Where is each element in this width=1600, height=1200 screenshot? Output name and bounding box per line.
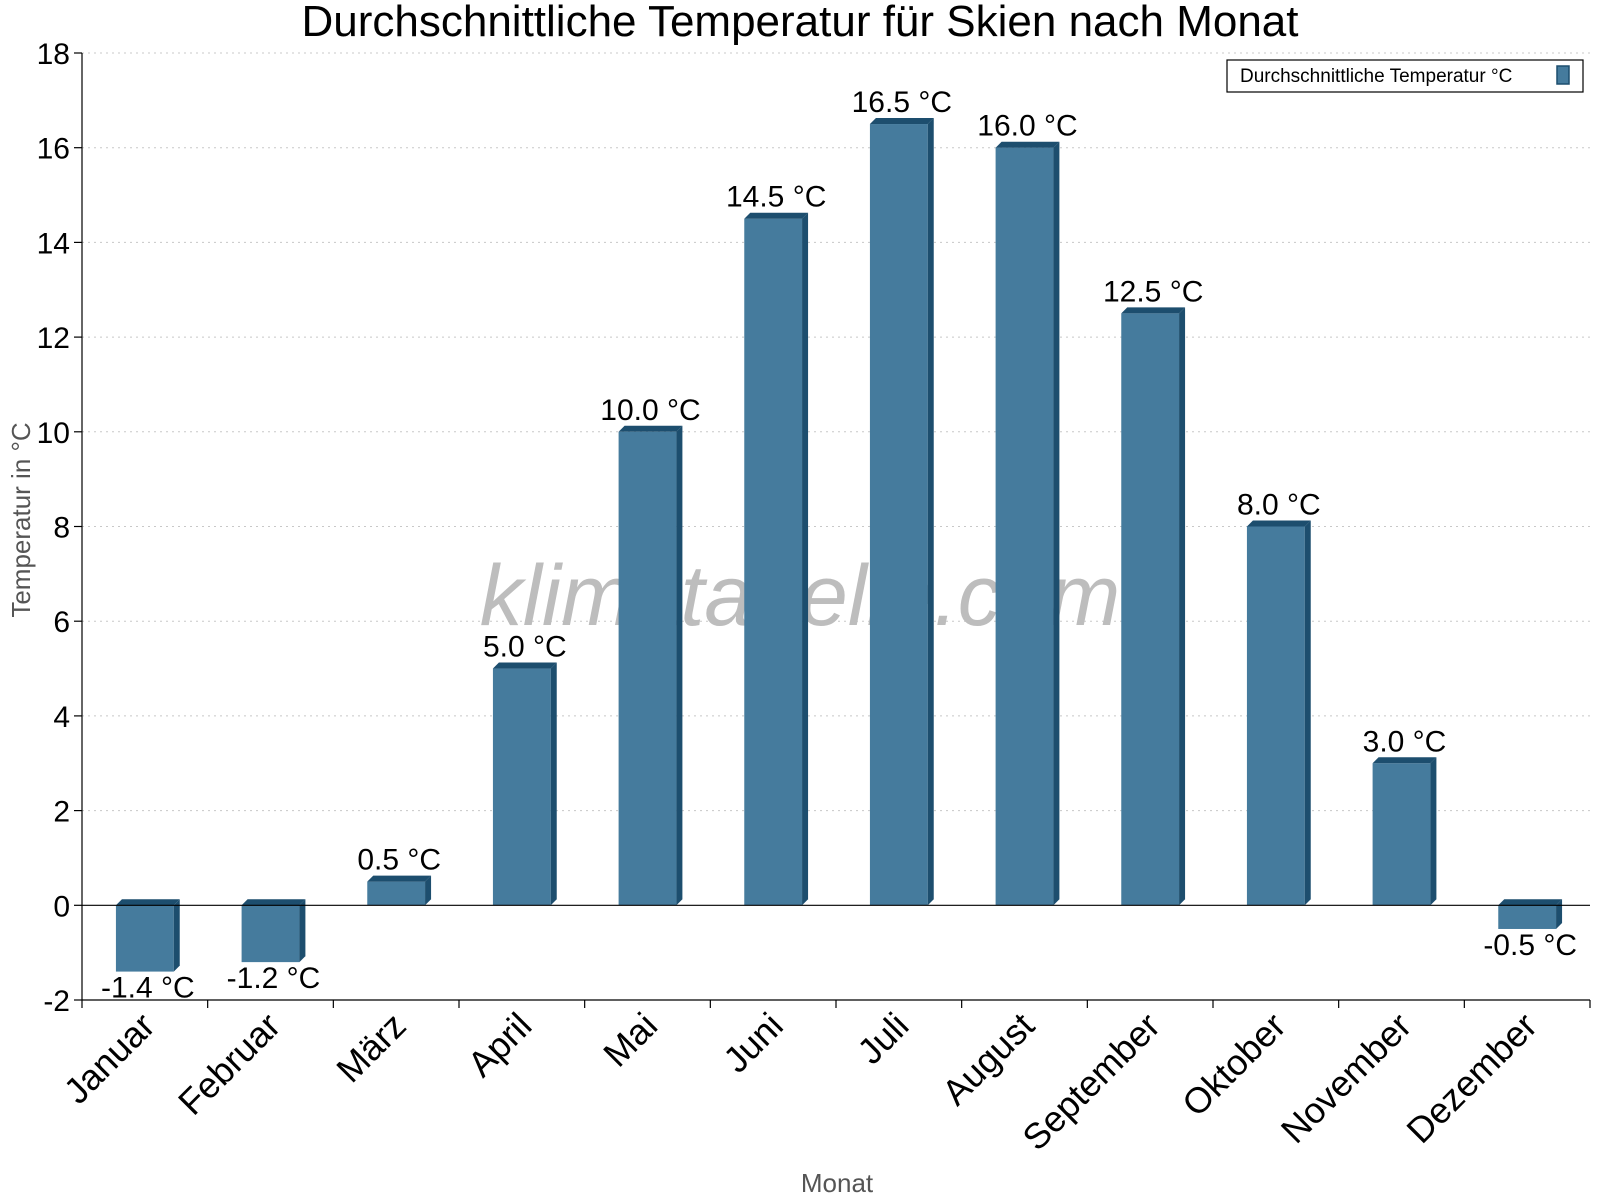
bar-top bbox=[241, 899, 306, 906]
bar-top bbox=[618, 425, 683, 432]
data-label: -1.4 °C bbox=[101, 972, 195, 1005]
data-label: 0.5 °C bbox=[357, 844, 441, 877]
x-tick-label: Oktober bbox=[1174, 1005, 1294, 1125]
data-label: -0.5 °C bbox=[1483, 929, 1577, 962]
bar-front bbox=[241, 905, 300, 963]
bar-front bbox=[1372, 763, 1431, 906]
bar-side bbox=[802, 212, 809, 906]
bar-front bbox=[1121, 313, 1180, 906]
bar-2 bbox=[241, 899, 306, 963]
bar-side bbox=[1053, 141, 1060, 906]
y-tick-label: -2 bbox=[43, 985, 70, 1018]
bar-side bbox=[550, 662, 557, 906]
bar-front bbox=[1498, 905, 1557, 929]
data-label: 8.0 °C bbox=[1237, 489, 1321, 522]
data-label: 16.0 °C bbox=[977, 110, 1077, 143]
bar-front bbox=[744, 218, 803, 906]
bar-side bbox=[425, 875, 432, 906]
y-tick-label: 2 bbox=[53, 796, 70, 829]
y-tick-label: 6 bbox=[53, 606, 70, 639]
legend-box bbox=[1226, 59, 1584, 93]
x-axis-title: Monat bbox=[801, 1168, 874, 1198]
bar-8 bbox=[995, 141, 1060, 906]
bar-top bbox=[1246, 520, 1311, 527]
data-label: 5.0 °C bbox=[483, 631, 567, 664]
bar-side bbox=[1304, 520, 1311, 906]
bar-front bbox=[995, 147, 1054, 906]
bar-10 bbox=[1246, 520, 1311, 906]
bar-12 bbox=[1498, 899, 1563, 929]
x-tick-label: August bbox=[934, 1005, 1042, 1113]
x-tick-label: September bbox=[1014, 1005, 1168, 1159]
y-tick-label: 18 bbox=[37, 38, 70, 71]
y-tick-label: 4 bbox=[53, 701, 70, 734]
x-tick-label: Juni bbox=[715, 1005, 791, 1081]
x-tick-label: Dezember bbox=[1398, 1005, 1544, 1151]
bar-front bbox=[115, 905, 174, 972]
x-tick-label: November bbox=[1273, 1005, 1419, 1151]
bar-side bbox=[676, 425, 683, 906]
bar-6 bbox=[744, 212, 809, 906]
bar-side bbox=[173, 899, 180, 972]
bar-4 bbox=[492, 662, 557, 906]
data-label: 3.0 °C bbox=[1363, 725, 1447, 758]
bar-top bbox=[492, 662, 557, 669]
y-tick-label: 12 bbox=[37, 322, 70, 355]
bar-side bbox=[1430, 757, 1437, 906]
bar-front bbox=[618, 431, 677, 906]
data-label: 10.0 °C bbox=[600, 394, 700, 427]
bar-5 bbox=[618, 425, 683, 906]
chart-title: Durchschnittliche Temperatur für Skien n… bbox=[301, 0, 1298, 46]
bar-side bbox=[1556, 899, 1563, 929]
x-tick-label: Mai bbox=[595, 1005, 665, 1075]
data-label: -1.2 °C bbox=[227, 962, 321, 995]
bar-top bbox=[869, 118, 934, 125]
bars bbox=[115, 118, 1563, 972]
bar-top bbox=[1372, 757, 1437, 764]
y-tick-label: 14 bbox=[37, 227, 70, 260]
bar-top bbox=[1498, 899, 1563, 906]
bar-top bbox=[744, 212, 809, 219]
bar-top bbox=[115, 899, 180, 906]
bar-7 bbox=[869, 118, 934, 906]
y-tick-label: 10 bbox=[37, 417, 70, 450]
data-label: 14.5 °C bbox=[726, 181, 826, 214]
x-tick-label: Februar bbox=[170, 1005, 288, 1123]
bar-front bbox=[869, 124, 928, 906]
bar-11 bbox=[1372, 757, 1437, 906]
bar-side bbox=[299, 899, 306, 963]
bar-front bbox=[1246, 526, 1305, 906]
legend-swatch bbox=[1556, 65, 1570, 85]
bar-1 bbox=[115, 899, 180, 972]
data-label: 16.5 °C bbox=[852, 86, 952, 119]
y-tick-label: 16 bbox=[37, 133, 70, 166]
bar-front bbox=[492, 668, 551, 906]
y-tick-label: 0 bbox=[53, 890, 70, 923]
bar-top bbox=[367, 875, 432, 882]
data-label: 12.5 °C bbox=[1103, 275, 1203, 308]
legend: Durchschnittliche Temperatur °C bbox=[1226, 59, 1584, 93]
bar-top bbox=[995, 141, 1060, 148]
y-axis-title: Temperatur in °C bbox=[6, 422, 36, 617]
bar-top bbox=[1121, 307, 1186, 314]
gridlines bbox=[82, 52, 1590, 812]
data-labels: -1.4 °C -1.2 °C 0.5 °C 5.0 °C 10.0 °C 14.5 °C… bbox=[101, 86, 1577, 1005]
x-tick-label: April bbox=[460, 1005, 540, 1085]
bar-side bbox=[927, 118, 934, 906]
x-tick-label: Januar bbox=[56, 1005, 163, 1112]
legend-label: Durchschnittliche Temperatur °C bbox=[1240, 66, 1512, 87]
bar-9 bbox=[1121, 307, 1186, 906]
bar-3 bbox=[367, 875, 432, 906]
x-tick-label: Juli bbox=[849, 1005, 916, 1072]
bar-front bbox=[367, 881, 426, 906]
bar-side bbox=[1179, 307, 1186, 906]
x-tick-label: März bbox=[328, 1005, 414, 1091]
y-tick-label: 8 bbox=[53, 512, 70, 545]
